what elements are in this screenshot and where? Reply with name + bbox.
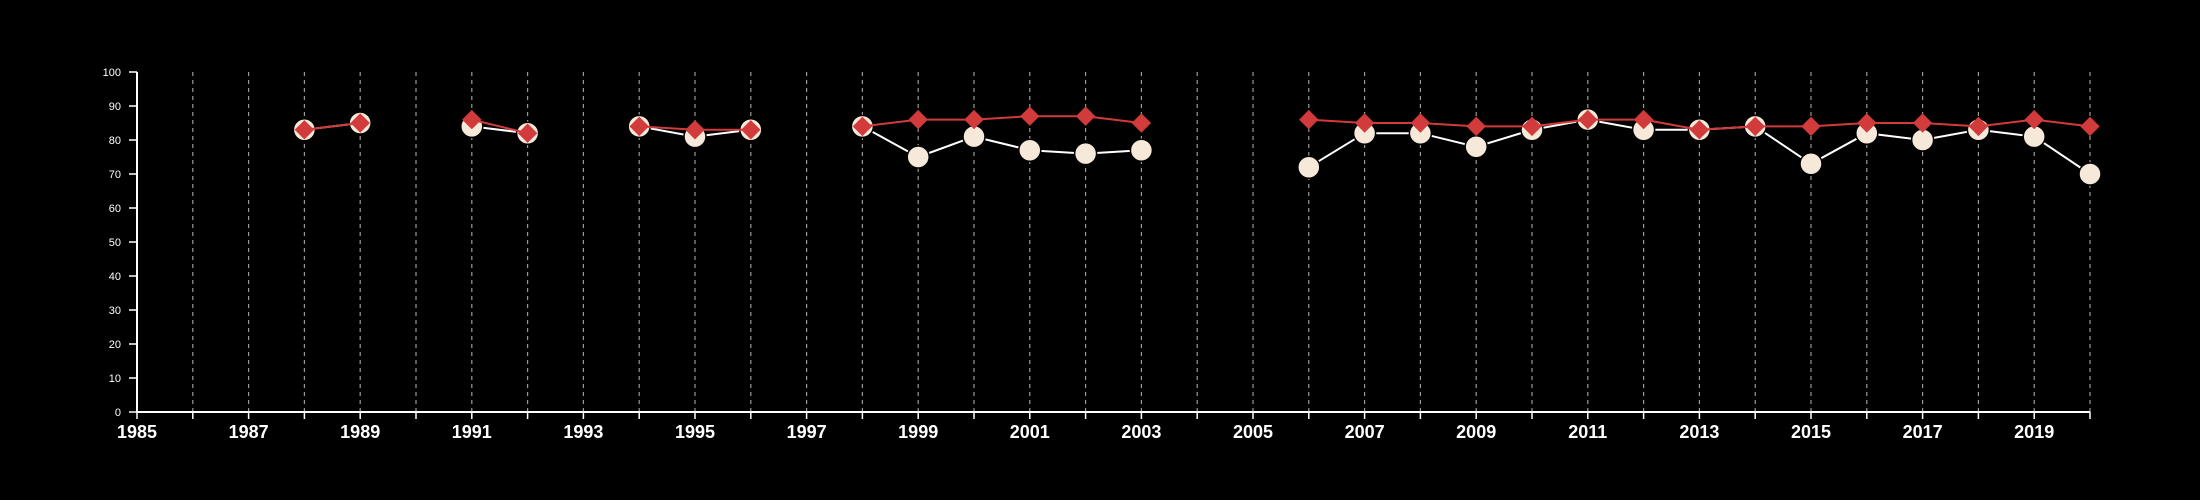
x-axis-ticks: 1985 1987 1989 1991 1993 1995 1997 1999 2001 2003… [117, 412, 2091, 442]
x-tick-label: 2005 [1233, 422, 1273, 442]
y-tick-label: 60 [109, 203, 121, 215]
data-point-diamond [1968, 116, 1989, 137]
data-point-circle [1018, 138, 1042, 162]
data-point-circle [1073, 141, 1098, 166]
data-point-diamond [1912, 113, 1933, 133]
x-tick-label: 2001 [1010, 422, 1050, 442]
y-tick-label: 100 [103, 67, 121, 79]
x-tick-label: 1997 [787, 422, 827, 442]
data-point-diamond [1020, 106, 1040, 126]
data-point-diamond [350, 113, 370, 133]
data-point-diamond [1578, 109, 1598, 130]
y-tick-label: 70 [109, 169, 121, 181]
x-tick-label: 2009 [1456, 422, 1496, 442]
x-tick-label: 1991 [452, 422, 492, 442]
data-point-diamond [1689, 120, 1710, 140]
data-point-circle [1464, 135, 1488, 159]
data-point-diamond [852, 116, 873, 137]
y-tick-label: 40 [109, 271, 121, 283]
data-point-diamond [1131, 113, 1152, 133]
y-tick-label: 10 [109, 373, 121, 385]
data-point-diamond [741, 120, 761, 140]
data-point-circle [1799, 152, 1823, 176]
y-axis-ticks: 0 10 20 30 40 50 60 70 80 90 100 [103, 67, 137, 419]
x-tick-label: 1999 [898, 422, 938, 442]
y-tick-label: 20 [109, 339, 121, 351]
x-tick-label: 2011 [1568, 422, 1607, 442]
data-point-diamond [1857, 113, 1877, 133]
series-diamond-line [304, 122, 361, 131]
x-tick-label: 2019 [2014, 422, 2054, 442]
data-point-diamond [1745, 116, 1765, 137]
y-tick-label: 30 [109, 305, 121, 317]
data-point-diamond [964, 109, 984, 130]
data-point-circle [906, 145, 930, 169]
data-point-circle [1297, 155, 1321, 179]
data-point-diamond [517, 123, 538, 143]
series-diamond-line [471, 118, 528, 135]
data-point-circle [2078, 162, 2102, 186]
data-point-diamond [1354, 113, 1375, 133]
y-tick-label: 80 [109, 135, 121, 147]
series-group [292, 106, 2102, 186]
data-point-diamond [1466, 116, 1486, 137]
x-tick-label: 2007 [1345, 422, 1385, 442]
data-point-diamond [2080, 116, 2100, 137]
x-tick-label: 1987 [229, 422, 269, 442]
x-tick-label: 2003 [1121, 422, 1161, 442]
x-tick-label: 2015 [1791, 422, 1831, 442]
y-tick-label: 50 [109, 237, 121, 249]
x-tick-label: 2017 [1903, 422, 1943, 442]
y-tick-label: 0 [115, 407, 121, 419]
data-point-diamond [1522, 116, 1542, 137]
data-point-diamond [908, 109, 928, 130]
data-point-diamond [1633, 109, 1654, 130]
data-point-diamond [629, 116, 649, 137]
data-point-diamond [2024, 109, 2044, 130]
x-tick-label: 1989 [340, 422, 380, 442]
data-point-diamond [1801, 116, 1821, 137]
x-tick-label: 2013 [1679, 422, 1719, 442]
x-tick-label: 1985 [117, 422, 157, 442]
data-point-diamond [1299, 109, 1319, 130]
data-point-diamond [1075, 106, 1096, 126]
data-point-diamond [462, 109, 482, 130]
x-tick-label: 1995 [675, 422, 715, 442]
data-point-diamond [1410, 113, 1431, 133]
data-point-diamond [685, 120, 705, 140]
series-diamond-line [862, 115, 1142, 128]
data-point-diamond [294, 120, 315, 140]
x-tick-label: 1993 [563, 422, 603, 442]
y-tick-label: 90 [109, 101, 121, 113]
data-point-circle [1129, 138, 1154, 162]
